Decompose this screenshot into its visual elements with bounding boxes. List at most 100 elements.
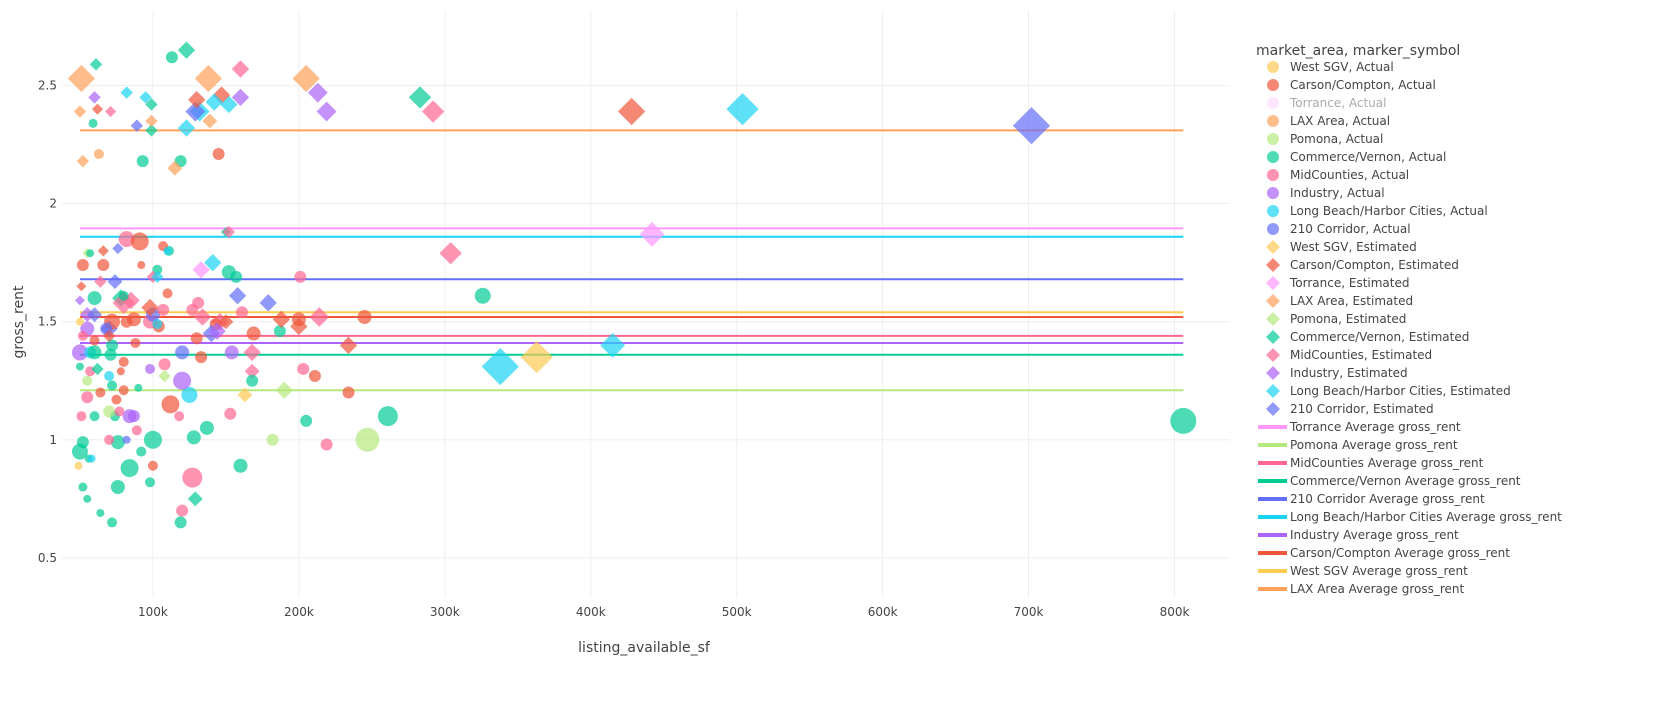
point-estimated xyxy=(439,242,462,265)
legend-label: Torrance, Actual xyxy=(1289,96,1386,110)
point-actual xyxy=(357,309,372,324)
x-tick-label: 700k xyxy=(1014,605,1044,619)
legend-label: Commerce/Vernon Average gross_rent xyxy=(1290,474,1521,488)
point-actual xyxy=(110,435,125,450)
y-tick-label: 2.5 xyxy=(38,79,57,93)
legend-item[interactable]: Long Beach/Harbor Cities Average gross_r… xyxy=(1258,510,1562,524)
point-estimated xyxy=(194,64,223,93)
legend-item[interactable]: 210 Corridor, Actual xyxy=(1267,222,1411,236)
point-actual xyxy=(377,406,398,427)
legend-item[interactable]: Commerce/Vernon Average gross_rent xyxy=(1258,474,1521,488)
point-estimated xyxy=(231,60,250,78)
point-estimated xyxy=(185,101,206,122)
point-actual xyxy=(162,288,173,299)
legend-label: LAX Area, Estimated xyxy=(1290,294,1413,308)
point-actual xyxy=(87,291,102,306)
point-actual xyxy=(174,411,185,422)
point-actual xyxy=(75,317,84,326)
point-estimated xyxy=(87,307,102,323)
point-actual xyxy=(474,287,491,304)
point-estimated xyxy=(76,281,87,292)
point-estimated xyxy=(316,101,337,122)
legend-label: Carson/Compton, Actual xyxy=(1290,78,1436,92)
point-actual xyxy=(75,362,84,371)
point-actual xyxy=(111,394,122,405)
legend-item[interactable]: MidCounties Average gross_rent xyxy=(1258,456,1484,470)
legend-circle-icon xyxy=(1267,97,1279,109)
legend-item[interactable]: West SGV Average gross_rent xyxy=(1258,564,1468,578)
point-actual xyxy=(71,344,88,361)
legend-item[interactable]: Carson/Compton Average gross_rent xyxy=(1258,546,1510,560)
legend-circle-icon xyxy=(1267,61,1279,73)
legend-item[interactable]: Torrance Average gross_rent xyxy=(1258,420,1461,434)
point-actual xyxy=(294,270,307,283)
point-actual xyxy=(104,348,117,361)
point-estimated xyxy=(112,291,135,314)
legend-label: 210 Corridor, Estimated xyxy=(1290,402,1434,416)
legend-item[interactable]: Long Beach/Harbor Cities, Actual xyxy=(1267,204,1488,218)
legend-item[interactable]: Commerce/Vernon, Actual xyxy=(1267,150,1446,164)
legend-item[interactable]: MidCounties, Estimated xyxy=(1266,348,1432,362)
legend-item[interactable]: Pomona Average gross_rent xyxy=(1258,438,1458,452)
legend-item[interactable]: 210 Corridor, Estimated xyxy=(1266,402,1434,416)
point-actual xyxy=(122,435,131,444)
y-tick-label: 0.5 xyxy=(38,551,57,565)
legend-item[interactable]: LAX Area, Actual xyxy=(1267,114,1390,128)
point-actual xyxy=(130,232,149,251)
legend-item[interactable]: Commerce/Vernon, Estimated xyxy=(1266,330,1469,344)
point-actual xyxy=(355,427,380,452)
legend-label: Long Beach/Harbor Cities, Estimated xyxy=(1290,384,1511,398)
legend-item[interactable]: LAX Area, Estimated xyxy=(1266,294,1413,308)
point-actual xyxy=(118,356,129,367)
legend-diamond-icon xyxy=(1266,366,1280,380)
point-actual xyxy=(182,467,203,488)
legend-item[interactable]: Pomona, Actual xyxy=(1267,132,1383,146)
legend-label: MidCounties, Actual xyxy=(1290,168,1409,182)
legend-item[interactable]: Industry, Actual xyxy=(1267,186,1385,200)
legend-item[interactable]: Industry, Estimated xyxy=(1266,366,1408,380)
point-estimated xyxy=(1012,107,1051,145)
point-actual xyxy=(89,411,100,422)
legend-item[interactable]: Long Beach/Harbor Cities, Estimated xyxy=(1266,384,1511,398)
point-estimated xyxy=(67,64,96,93)
point-actual xyxy=(127,410,140,423)
point-actual xyxy=(89,335,100,346)
legend-label: Commerce/Vernon, Actual xyxy=(1290,150,1446,164)
legend-item[interactable]: MidCounties, Actual xyxy=(1267,168,1409,182)
legend-item[interactable]: 210 Corridor Average gross_rent xyxy=(1258,492,1485,506)
point-actual xyxy=(145,477,156,488)
point-estimated xyxy=(167,160,183,176)
legend-item[interactable]: Torrance, Actual xyxy=(1267,96,1386,110)
legend-item[interactable]: Pomona, Estimated xyxy=(1266,312,1406,326)
legend-item[interactable]: Carson/Compton, Actual xyxy=(1267,78,1436,92)
point-actual xyxy=(173,371,192,390)
point-estimated xyxy=(421,100,445,123)
point-actual xyxy=(161,395,180,414)
legend-diamond-icon xyxy=(1266,330,1280,344)
point-estimated xyxy=(141,298,159,317)
point-actual xyxy=(308,370,321,383)
average-lines xyxy=(79,129,1184,392)
legend-item[interactable]: West SGV, Estimated xyxy=(1266,240,1417,254)
legend-item[interactable]: LAX Area Average gross_rent xyxy=(1258,582,1465,596)
x-tick-label: 400k xyxy=(576,605,606,619)
legend-item[interactable]: West SGV, Actual xyxy=(1267,60,1394,74)
point-estimated xyxy=(309,307,330,327)
point-actual xyxy=(190,332,203,345)
legend-diamond-icon xyxy=(1266,276,1280,290)
legend-item[interactable]: Torrance, Estimated xyxy=(1266,276,1409,290)
legend-label: 210 Corridor, Actual xyxy=(1290,222,1411,236)
point-estimated xyxy=(139,91,152,104)
point-actual xyxy=(199,420,214,435)
point-actual xyxy=(136,155,149,168)
point-actual xyxy=(82,375,93,386)
x-tick-label: 200k xyxy=(284,605,314,619)
legend-item[interactable]: Carson/Compton, Estimated xyxy=(1266,258,1459,272)
point-estimated xyxy=(259,294,277,312)
legend-label: MidCounties Average gross_rent xyxy=(1290,456,1484,470)
point-estimated xyxy=(105,105,117,118)
point-actual xyxy=(95,387,106,398)
legend-item[interactable]: Industry Average gross_rent xyxy=(1258,528,1459,542)
legend-diamond-icon xyxy=(1266,402,1280,416)
point-actual xyxy=(87,454,96,463)
